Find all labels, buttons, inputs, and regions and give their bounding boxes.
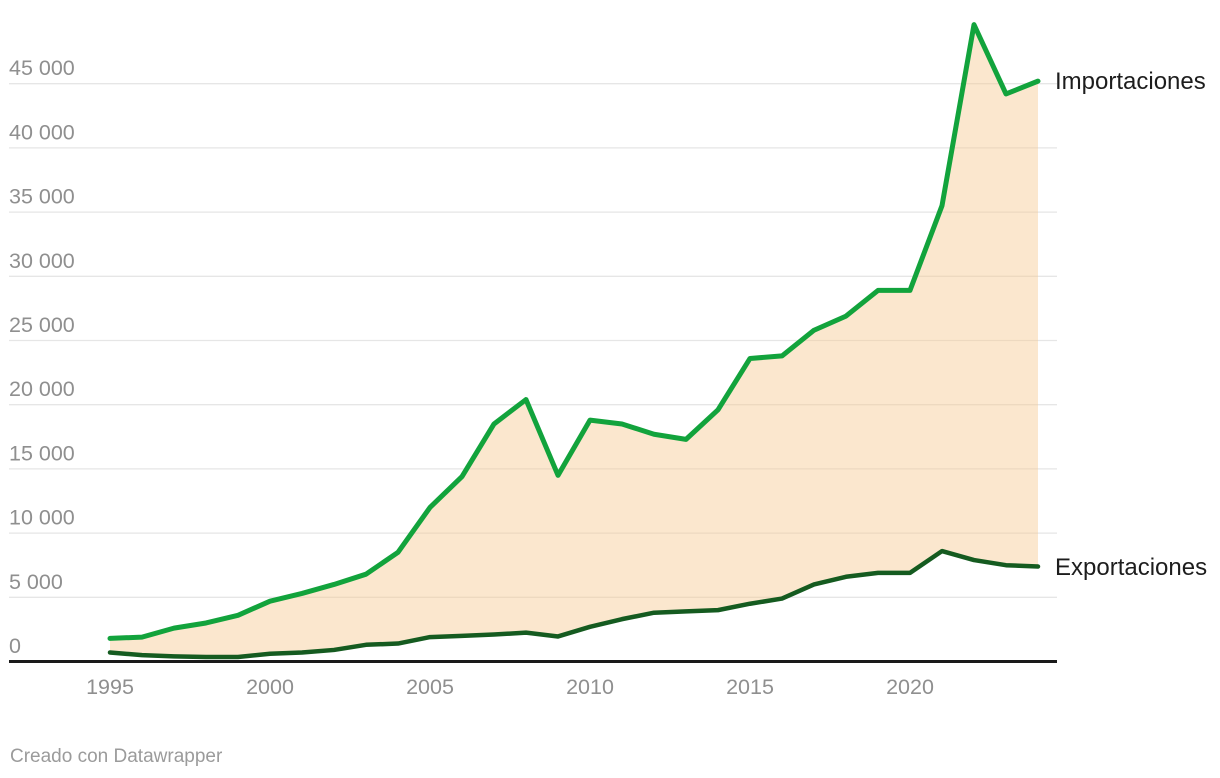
x-tick-label: 2015 bbox=[726, 675, 774, 699]
series-label-exportaciones: Exportaciones bbox=[1055, 554, 1208, 581]
x-tick-label: 2000 bbox=[246, 675, 294, 699]
y-tick-label: 10 000 bbox=[9, 506, 75, 530]
trade-gap-area bbox=[110, 24, 1038, 658]
y-tick-label: 20 000 bbox=[9, 377, 75, 401]
y-tick-label: 45 000 bbox=[9, 56, 75, 80]
x-tick-label: 2010 bbox=[566, 675, 614, 699]
importaciones-line bbox=[107, 22, 1041, 641]
gridlines bbox=[9, 83, 1057, 598]
y-tick-label: 15 000 bbox=[9, 441, 75, 465]
datawrapper-credit: Creado con Datawrapper bbox=[10, 746, 223, 767]
x-tick-label: 1995 bbox=[86, 675, 134, 699]
series-label-importaciones: Importaciones bbox=[1055, 68, 1206, 95]
x-tick-label: 2005 bbox=[406, 675, 454, 699]
y-axis-tick-labels: 0 5 000 10 000 15 000 20 000 25 000 30 000 35 0… bbox=[9, 56, 75, 658]
y-tick-label: 0 bbox=[9, 634, 21, 658]
y-tick-label: 25 000 bbox=[9, 313, 75, 337]
x-tick-label: 2020 bbox=[886, 675, 934, 699]
y-tick-label: 5 000 bbox=[9, 570, 63, 594]
y-tick-label: 30 000 bbox=[9, 249, 75, 273]
y-tick-label: 40 000 bbox=[9, 120, 75, 144]
x-axis-tick-labels: 1995 2000 2005 2010 2015 2020 bbox=[86, 675, 934, 699]
y-tick-label: 35 000 bbox=[9, 185, 75, 209]
exportaciones-line bbox=[107, 548, 1041, 660]
